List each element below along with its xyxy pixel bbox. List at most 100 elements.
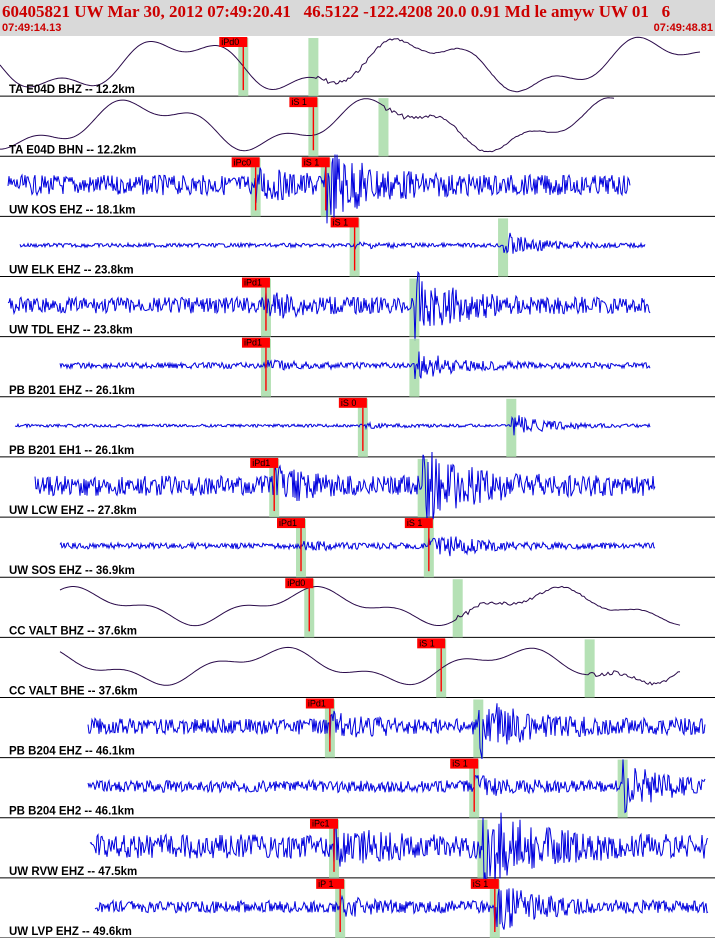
channel-row: iPd1 UW TDL EHZ -- 23.8km	[0, 270, 715, 341]
phase-pick[interactable]: iS 1	[417, 638, 446, 692]
phase-pick[interactable]: iS 0	[338, 397, 367, 451]
pick-label: iS 1	[407, 518, 423, 528]
pick-label-box	[316, 878, 345, 889]
pick-label-box	[404, 518, 433, 529]
pick-label: iS 1	[452, 759, 468, 769]
end-time: 07:49:48.81	[653, 22, 713, 34]
pick-window	[506, 398, 517, 457]
channel-label: UW LCW EHZ -- 27.8km	[9, 505, 137, 517]
pick-label-box	[219, 37, 248, 47]
phase-pick[interactable]: iS 1	[330, 217, 359, 271]
channel-label: CC VALT BHZ -- 37.6km	[9, 625, 137, 637]
waveform-trace	[59, 351, 651, 380]
pick-label-box	[289, 97, 318, 108]
phase-pick[interactable]: iPd1	[241, 337, 270, 391]
header-bar: 60405821 UW Mar 30, 2012 07:49:20.41 46.…	[0, 0, 715, 36]
channel-row: iS 1 CC VALT BHE -- 37.6km	[0, 638, 715, 698]
waveform-trace	[7, 270, 651, 341]
pick-label: iPc0	[234, 157, 252, 167]
phase-pick[interactable]: iS 1	[301, 157, 330, 211]
channel-row: iS 1 PB B204 EH2 -- 46.1km	[0, 758, 715, 819]
channel-label: TA E04D BHZ -- 12.2km	[9, 84, 135, 96]
waveform-trace	[87, 759, 706, 814]
pick-label-box	[330, 217, 359, 228]
channel-row: iS 1 UW ELK EHZ -- 23.8km	[0, 217, 715, 278]
pick-label: iPd1	[244, 278, 262, 288]
pick-label-box	[231, 157, 260, 168]
pick-label: iPc1	[312, 819, 330, 829]
pick-label: iPd1	[252, 458, 270, 468]
pick-label-box	[241, 337, 270, 348]
waveform-trace	[19, 232, 646, 254]
waveform-trace	[94, 888, 709, 930]
channel-label: PB B201 EH1 -- 26.1km	[9, 445, 134, 457]
phase-pick[interactable]: iS 1	[404, 518, 433, 572]
pick-label-box	[241, 277, 270, 288]
channel-label: UW SOS EHZ -- 36.9km	[9, 565, 135, 577]
channel-label: PB B201 EHZ -- 26.1km	[9, 385, 135, 397]
pick-label: iPd0	[287, 578, 305, 588]
channel-row: iPd1 iS 1 UW SOS EHZ -- 36.9km	[0, 518, 715, 578]
waveform-trace	[87, 703, 706, 759]
phase-pick[interactable]: iP 1	[316, 878, 345, 932]
channel-label: UW RVW EHZ -- 47.5km	[9, 866, 137, 878]
channel-row: iPc0 iS 1 UW KOS EHZ -- 18.1km	[0, 154, 715, 224]
pick-label-box	[338, 397, 367, 408]
start-time: 07:49:14.13	[2, 22, 62, 34]
phase-pick[interactable]: iPd1	[250, 457, 279, 512]
phase-pick[interactable]: iS 1	[450, 758, 479, 812]
phase-pick[interactable]: iPd0	[285, 578, 314, 632]
phase-pick[interactable]: iPc0	[231, 157, 260, 211]
pick-label: iP 1	[318, 879, 333, 889]
pick-label-box	[277, 518, 306, 529]
pick-label-box	[250, 457, 279, 468]
waveform-trace	[0, 36, 701, 93]
phase-pick[interactable]: iPc1	[309, 818, 338, 872]
phase-pick[interactable]: iPd1	[241, 277, 270, 331]
channel-label: UW KOS EHZ -- 18.1km	[9, 204, 136, 216]
pick-window	[584, 639, 595, 698]
pick-label: iS 1	[304, 157, 320, 167]
pick-label-box	[470, 878, 499, 889]
event-title: 60405821 UW Mar 30, 2012 07:49:20.41 46.…	[2, 2, 671, 21]
seismogram-panel: iPd0 TA E04D BHZ -- 12.2km iS 1 TA E04D BHN…	[0, 36, 715, 938]
channel-label: UW TDL EHZ -- 23.8km	[9, 325, 133, 337]
waveform-trace	[59, 536, 656, 557]
pick-label: iS 0	[341, 398, 357, 408]
phase-pick[interactable]: iS 1	[470, 878, 499, 932]
waveform-trace	[59, 646, 681, 686]
channel-label: UW ELK EHZ -- 23.8km	[9, 265, 134, 277]
channel-label: PB B204 EHZ -- 46.1km	[9, 746, 135, 758]
pick-label-box	[285, 578, 314, 589]
phase-pick[interactable]: iPd1	[277, 518, 306, 572]
phase-pick[interactable]: iPd1	[305, 698, 334, 752]
channel-label: TA E04D BHN -- 12.2km	[9, 144, 136, 156]
pick-label: iS 1	[473, 879, 489, 889]
pick-window	[473, 699, 484, 758]
pick-window	[452, 579, 463, 638]
pick-label: iPd1	[244, 338, 262, 348]
pick-label-box	[301, 157, 330, 168]
phase-pick[interactable]: iS 1	[289, 97, 318, 151]
pick-label: iS 1	[333, 217, 349, 227]
channel-row: iPd0 CC VALT BHZ -- 37.6km	[0, 578, 715, 638]
pick-window	[617, 759, 628, 818]
seismogram-svg: iPd0 TA E04D BHZ -- 12.2km iS 1 TA E04D BHN…	[0, 36, 715, 938]
waveform-trace	[89, 812, 709, 886]
pick-label-box	[417, 638, 446, 649]
waveform-trace	[59, 585, 681, 627]
pick-label: iS 1	[291, 97, 307, 107]
channel-row: iPc1 UW RVW EHZ -- 47.5km	[0, 812, 715, 886]
pick-label-box	[309, 818, 338, 829]
pick-label: iPd0	[221, 37, 239, 47]
channel-row: iS 1 TA E04D BHN -- 12.2km	[0, 97, 715, 157]
channel-row: iPd1 PB B204 EHZ -- 46.1km	[0, 698, 715, 759]
channel-row: iPd1 PB B201 EHZ -- 26.1km	[0, 337, 715, 398]
waveform-trace	[14, 415, 651, 436]
pick-label-box	[450, 758, 479, 769]
phase-pick[interactable]: iPd0	[219, 37, 248, 91]
channel-row: iPd1 UW LCW EHZ -- 27.8km	[0, 451, 715, 521]
waveform-trace	[0, 97, 615, 153]
channel-row: iP 1 iS 1 UW LVP EHZ -- 49.6km	[0, 878, 715, 938]
waveform-trace	[7, 154, 631, 224]
